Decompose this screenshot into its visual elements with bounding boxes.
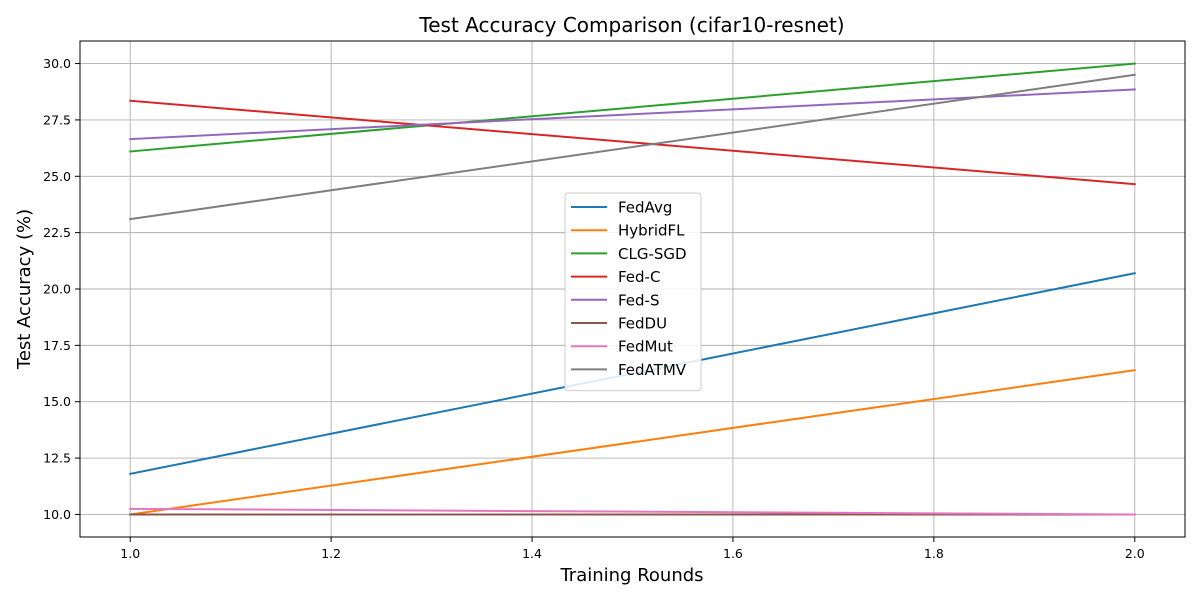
legend-label: HybridFL [618,222,685,240]
y-tick-label: 20.0 [43,282,71,297]
y-axis-label: Test Accuracy (%) [14,209,35,370]
series-line-clg-sgd [129,62,1136,153]
x-axis-label: Training Rounds [559,565,703,586]
series-line-fed-s [129,88,1136,141]
x-tick-label: 1.2 [321,546,341,561]
series-line-fed-c [129,99,1136,186]
series-line-fedatmv [129,73,1136,221]
series-line-hybridfl [129,369,1136,516]
x-tick-label: 1.8 [924,546,944,561]
legend-label: FedATMV [618,361,687,379]
legend: FedAvg HybridFL CLG-SGD Fed-C Fed-S FedDU FedM… [564,192,702,392]
x-tick-label: 1.0 [120,546,140,561]
y-tick-label: 30.0 [43,56,71,71]
legend-label: Fed-C [618,268,660,286]
series-line-fedmut [129,507,1136,516]
legend-label: FedAvg [618,199,672,217]
x-tick-label: 2.0 [1125,546,1145,561]
y-tick-label: 27.5 [43,112,71,127]
grid [80,41,1185,537]
series-lines [129,62,1136,516]
y-tick-label: 10.0 [43,507,71,522]
x-tick-label: 1.6 [723,546,743,561]
axes: 1.0 1.2 1.4 1.6 1.8 2.0 10.0 12.5 15.0 17.5 20.0 22… [43,40,1186,561]
x-tick-label: 1.4 [522,546,542,561]
legend-label: CLG-SGD [618,245,687,263]
y-tick-label: 17.5 [43,338,71,353]
y-tick-label: 25.0 [43,169,71,184]
legend-label: FedMut [618,338,673,356]
legend-label: FedDU [618,315,667,333]
y-tick-label: 22.5 [43,225,71,240]
y-tick-label: 12.5 [43,451,71,466]
legend-label: Fed-S [618,291,660,309]
y-tick-label: 15.0 [43,394,71,409]
legend-box [564,192,702,392]
chart-title: Test Accuracy Comparison (cifar10-resnet… [418,13,844,37]
